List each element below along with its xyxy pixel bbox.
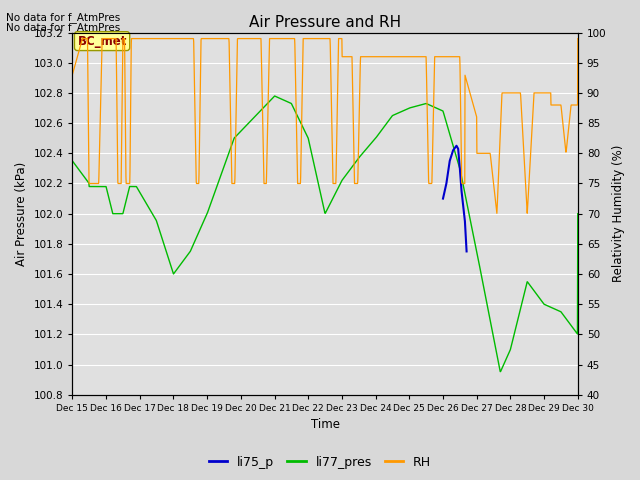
Legend: li75_p, li77_pres, RH: li75_p, li77_pres, RH	[204, 451, 436, 474]
Text: No data for f_AtmPres: No data for f_AtmPres	[6, 12, 121, 23]
X-axis label: Time: Time	[310, 419, 340, 432]
Text: BC_met: BC_met	[77, 35, 127, 48]
Y-axis label: Air Pressure (kPa): Air Pressure (kPa)	[15, 162, 28, 266]
Text: No data for f_AtmPres: No data for f_AtmPres	[6, 22, 121, 33]
Title: Air Pressure and RH: Air Pressure and RH	[249, 15, 401, 30]
Y-axis label: Relativity Humidity (%): Relativity Humidity (%)	[612, 145, 625, 282]
